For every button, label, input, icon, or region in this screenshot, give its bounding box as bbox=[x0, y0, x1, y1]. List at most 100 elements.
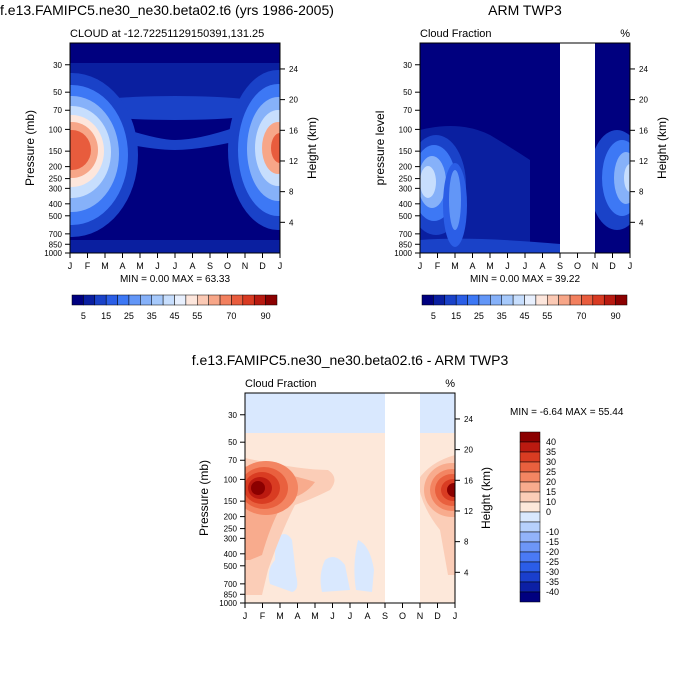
colorbar-tick-label: -30 bbox=[546, 567, 559, 577]
y2-tick-label: 4 bbox=[289, 218, 294, 227]
colorbar-tick-label: -20 bbox=[546, 547, 559, 557]
colorbar-swatch bbox=[519, 481, 541, 493]
panel-model-left-blob-l7 bbox=[70, 130, 91, 170]
x-tick-label: J bbox=[505, 261, 510, 271]
colorbar-swatch bbox=[71, 294, 84, 306]
y2-tick-label: 12 bbox=[464, 507, 473, 516]
y-tick-label: 200 bbox=[399, 163, 413, 172]
colorbar-swatch bbox=[615, 294, 628, 306]
colorbar-swatch bbox=[519, 581, 541, 593]
panel-obs-y2label: Height (km) bbox=[655, 117, 669, 179]
colorbar-swatch bbox=[547, 294, 559, 306]
y-tick-label: 100 bbox=[399, 125, 413, 134]
x-tick-label: O bbox=[574, 261, 581, 271]
x-tick-label: J bbox=[348, 611, 353, 621]
y-tick-label: 500 bbox=[49, 212, 63, 221]
colorbar-swatch bbox=[535, 294, 548, 306]
x-tick-label: A bbox=[469, 261, 475, 271]
colorbar-tick-label: 5 bbox=[431, 311, 436, 321]
panel-obs-missing-data bbox=[560, 43, 595, 253]
panel-obs-colorbar: 5 15 25 35 45 55 70 90 bbox=[421, 294, 628, 321]
x-tick-label: S bbox=[207, 261, 213, 271]
y-tick-label: 400 bbox=[399, 200, 413, 209]
colorbar-tick-label: -15 bbox=[546, 537, 559, 547]
colorbar-tick-label: 90 bbox=[261, 311, 271, 321]
colorbar-swatch bbox=[478, 294, 491, 306]
panel-diff-right-l6 bbox=[447, 483, 455, 497]
x-tick-label: J bbox=[453, 611, 458, 621]
y-tick-label: 100 bbox=[224, 475, 238, 484]
panel-obs-right-blob-l3 bbox=[614, 152, 630, 204]
panel-obs-title: ARM TWP3 bbox=[488, 2, 562, 18]
x-tick-label: A bbox=[119, 261, 125, 271]
colorbar-swatch bbox=[519, 501, 541, 513]
colorbar-swatch bbox=[501, 294, 514, 306]
x-tick-label: J bbox=[243, 611, 248, 621]
y-tick-label: 50 bbox=[53, 88, 62, 97]
panel-model-left-label: CLOUD at -12.72251129150391,131.25 bbox=[70, 28, 264, 40]
y2-tick-label: 12 bbox=[289, 157, 298, 166]
colorbar-tick-label: 15 bbox=[546, 487, 556, 497]
x-tick-label: A bbox=[189, 261, 195, 271]
colorbar-tick-label: 10 bbox=[546, 497, 556, 507]
panel-diff-low-patch-3 bbox=[354, 540, 374, 592]
colorbar-swatch bbox=[558, 294, 571, 306]
colorbar-swatch bbox=[140, 294, 152, 306]
colorbar-swatch bbox=[421, 294, 434, 306]
x-tick-label: M bbox=[451, 261, 459, 271]
panel-diff-title: f.e13.FAMIPC5.ne30_ne30.beta02.t6 - ARM … bbox=[192, 352, 509, 368]
colorbar-swatch bbox=[128, 294, 141, 306]
x-tick-label: S bbox=[557, 261, 563, 271]
panel-diff-field bbox=[245, 393, 455, 603]
y2-tick-label: 20 bbox=[464, 446, 473, 455]
y-tick-label: 850 bbox=[224, 590, 238, 599]
colorbar-tick-label: 70 bbox=[226, 311, 236, 321]
colorbar-swatch bbox=[83, 294, 96, 306]
y-tick-label: 250 bbox=[49, 175, 63, 184]
y2-tick-label: 20 bbox=[289, 96, 298, 105]
x-tick-label: M bbox=[136, 261, 144, 271]
colorbar-swatch bbox=[490, 294, 502, 306]
colorbar-swatch bbox=[219, 294, 232, 306]
y-tick-label: 850 bbox=[399, 240, 413, 249]
x-tick-label: O bbox=[224, 261, 231, 271]
x-tick-label: J bbox=[68, 261, 73, 271]
panel-model-title: f.e13.FAMIPC5.ne30_ne30.beta02.t6 (yrs 1… bbox=[0, 2, 334, 18]
y-tick-label: 200 bbox=[224, 513, 238, 522]
x-tick-label: J bbox=[628, 261, 633, 271]
panel-diff-axes: J F M A M J J A S O N D J305070100150200250300400500… bbox=[219, 411, 473, 621]
x-tick-label: D bbox=[609, 261, 616, 271]
colorbar-swatch bbox=[519, 561, 541, 573]
panel-model-axes: J F M A M J J A S O N D J305070100150200250300400500… bbox=[44, 61, 298, 271]
colorbar-tick-label: 55 bbox=[192, 311, 202, 321]
y2-tick-label: 24 bbox=[464, 415, 473, 424]
colorbar-tick-label: 35 bbox=[147, 311, 157, 321]
colorbar-swatch bbox=[467, 294, 480, 306]
colorbar-swatch bbox=[569, 294, 582, 306]
colorbar-swatch bbox=[433, 294, 446, 306]
colorbar-swatch bbox=[151, 294, 164, 306]
colorbar-tick-label: 20 bbox=[546, 477, 556, 487]
y-tick-label: 250 bbox=[399, 175, 413, 184]
y-tick-label: 150 bbox=[224, 497, 238, 506]
colorbar-tick-label: 30 bbox=[546, 457, 556, 467]
colorbar-swatch bbox=[519, 541, 541, 553]
panel-diff: f.e13.FAMIPC5.ne30_ne30.beta02.t6 - ARM … bbox=[192, 352, 624, 621]
colorbar-tick-label: 35 bbox=[546, 447, 556, 457]
colorbar-tick-label: 25 bbox=[546, 467, 556, 477]
x-tick-label: J bbox=[278, 261, 283, 271]
y2-tick-label: 16 bbox=[464, 476, 473, 485]
y-tick-label: 700 bbox=[224, 580, 238, 589]
y2-tick-label: 8 bbox=[639, 188, 644, 197]
panel-diff-right-label: % bbox=[445, 378, 455, 390]
colorbar-swatch bbox=[519, 521, 541, 533]
colorbar-swatch bbox=[265, 294, 278, 306]
colorbar-swatch bbox=[519, 571, 541, 583]
colorbar-swatch bbox=[519, 441, 541, 453]
panel-diff-ylabel: Pressure (mb) bbox=[197, 460, 211, 536]
colorbar-swatch bbox=[603, 294, 616, 306]
panel-obs-ylabel: pressure level bbox=[373, 111, 387, 186]
panel-obs-left-blob-l4 bbox=[420, 166, 436, 198]
